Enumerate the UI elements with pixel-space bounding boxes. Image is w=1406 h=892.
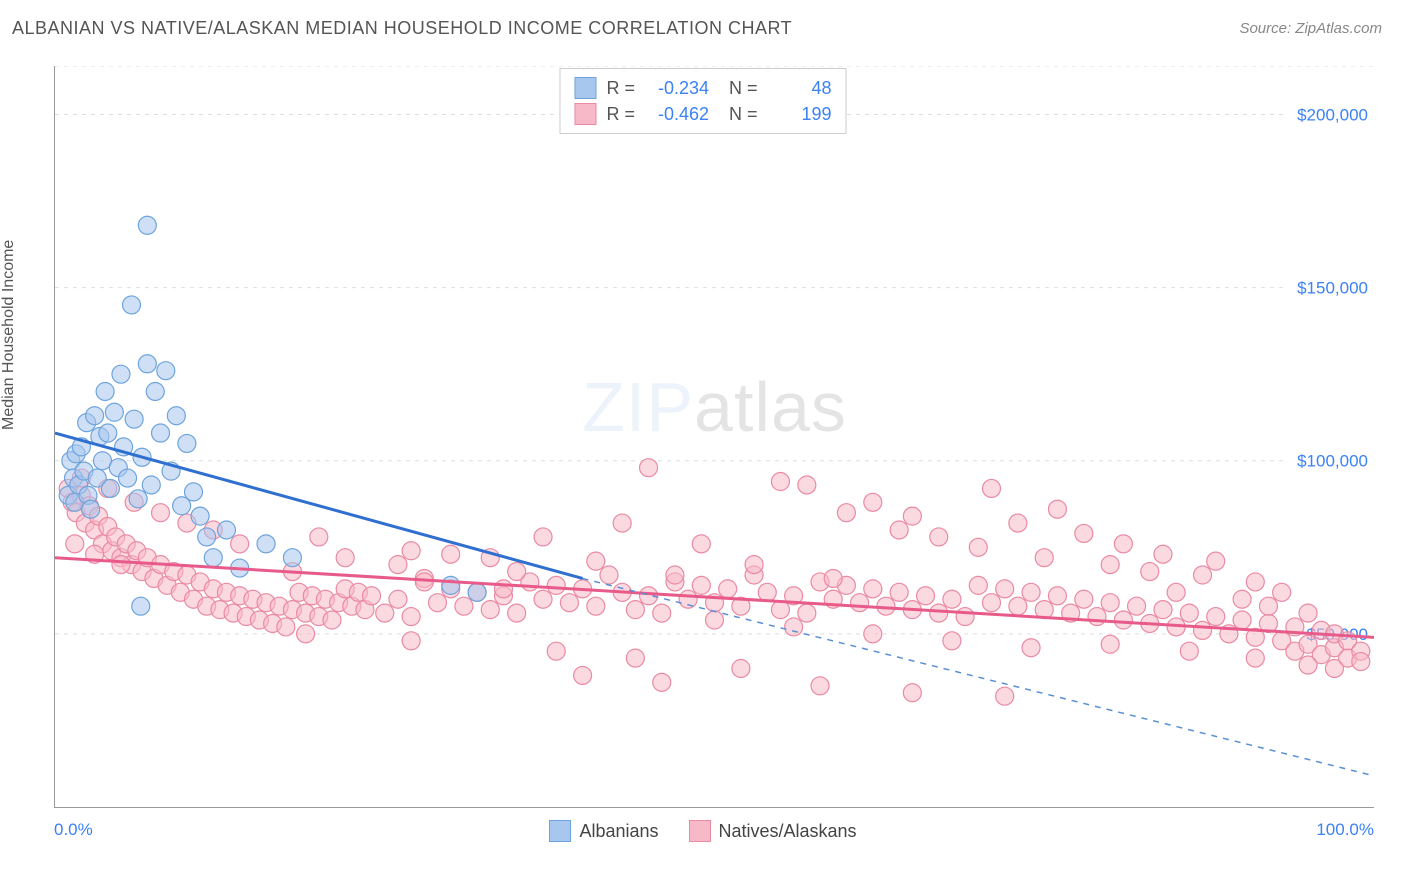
stats-row-albanians: R = -0.234 N = 48 xyxy=(574,75,831,101)
x-tick-100: 100.0% xyxy=(1316,820,1374,840)
n-label: N = xyxy=(719,75,758,101)
svg-text:$100,000: $100,000 xyxy=(1297,452,1368,471)
legend-item-natives: Natives/Alaskans xyxy=(689,820,857,842)
legend-item-albanians: Albanians xyxy=(549,820,658,842)
source-label: Source: ZipAtlas.com xyxy=(1239,20,1382,37)
swatch-albanians xyxy=(549,820,571,842)
chart-container: Median Household Income ZIPatlas $50,000… xyxy=(10,60,1396,860)
r-value-albanians: -0.234 xyxy=(645,75,709,101)
n-label: N = xyxy=(719,101,758,127)
legend-label-natives: Natives/Alaskans xyxy=(719,821,857,842)
chart-svg: $50,000 $100,000 $150,000 $200,000 xyxy=(55,66,1374,807)
y-axis-label: Median Household Income xyxy=(0,240,18,430)
svg-text:$200,000: $200,000 xyxy=(1297,105,1368,124)
stats-legend: R = -0.234 N = 48 R = -0.462 N = 199 xyxy=(559,68,846,134)
r-value-natives: -0.462 xyxy=(645,101,709,127)
series-legend: Albanians Natives/Alaskans xyxy=(10,820,1396,842)
plot-area: ZIPatlas $50,000 $100,000 $150,000 $200,000 xyxy=(54,66,1374,808)
watermark: ZIPatlas xyxy=(582,367,847,447)
r-label: R = xyxy=(606,101,635,127)
header: ALBANIAN VS NATIVE/ALASKAN MEDIAN HOUSEH… xyxy=(0,0,1406,39)
svg-text:$150,000: $150,000 xyxy=(1297,279,1368,298)
n-value-albanians: 48 xyxy=(768,75,832,101)
swatch-natives xyxy=(574,103,596,125)
stats-row-natives: R = -0.462 N = 199 xyxy=(574,101,831,127)
swatch-albanians xyxy=(574,77,596,99)
x-tick-0: 0.0% xyxy=(54,820,93,840)
legend-label-albanians: Albanians xyxy=(579,821,658,842)
svg-text:$50,000: $50,000 xyxy=(1307,625,1368,644)
r-label: R = xyxy=(606,75,635,101)
swatch-natives xyxy=(689,820,711,842)
chart-title: ALBANIAN VS NATIVE/ALASKAN MEDIAN HOUSEH… xyxy=(12,18,792,39)
n-value-natives: 199 xyxy=(768,101,832,127)
